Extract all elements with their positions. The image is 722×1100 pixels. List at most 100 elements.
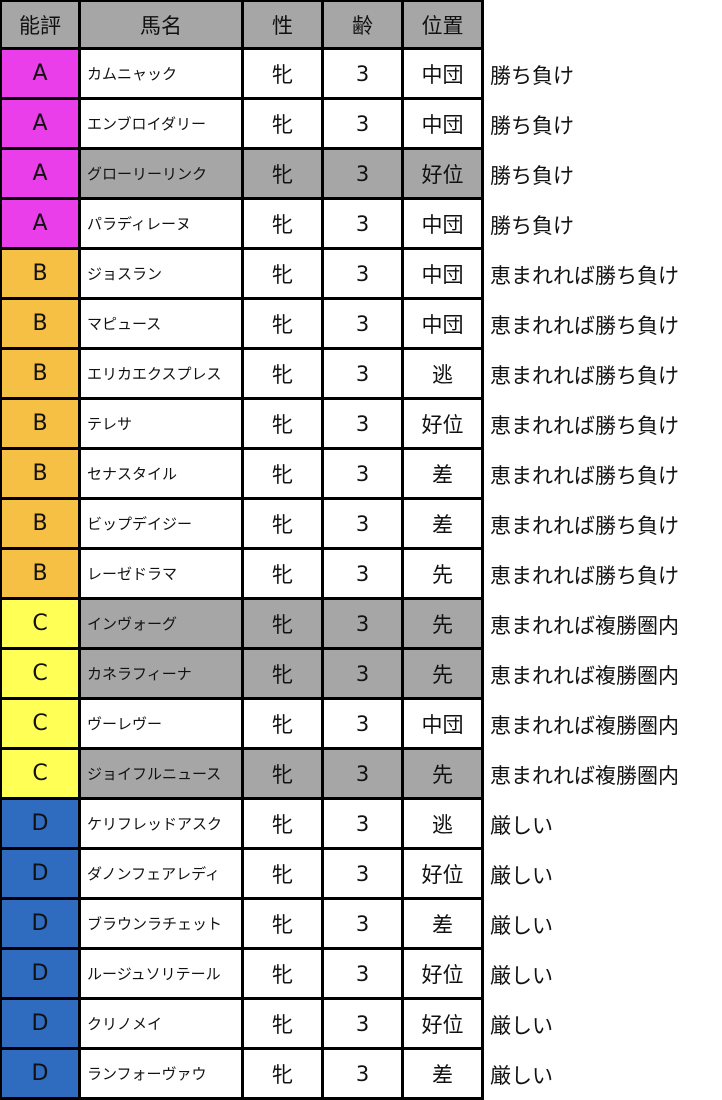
- grade-cell: B: [0, 450, 81, 500]
- sex-cell: 牝: [244, 200, 324, 250]
- comment-cell: 厳しい: [484, 950, 722, 1000]
- sex-cell: 牝: [244, 150, 324, 200]
- comment-cell: 厳しい: [484, 1000, 722, 1050]
- horse-name-cell: ルージュソリテール: [81, 950, 244, 1000]
- table-row: D ケリフレッドアスク牝 3 逃厳しい: [0, 800, 722, 850]
- age-cell: 3: [324, 650, 404, 700]
- table-row: B セナスタイル牝 3 差恵まれれば勝ち負け: [0, 450, 722, 500]
- comment-cell: 恵まれれば複勝圏内: [484, 600, 722, 650]
- position-cell: 好位: [404, 400, 484, 450]
- table-row: C ヴーレヴー牝 3 中団 恵まれれば複勝圏内: [0, 700, 722, 750]
- horse-name-cell: ジョイフルニュース: [81, 750, 244, 800]
- comment-cell: 恵まれれば勝ち負け: [484, 400, 722, 450]
- comment-cell: 勝ち負け: [484, 50, 722, 100]
- age-cell: 3: [324, 750, 404, 800]
- header-name: 馬名: [81, 0, 244, 50]
- position-cell: 好位: [404, 1000, 484, 1050]
- sex-cell: 牝: [244, 750, 324, 800]
- horse-name-cell: ダノンフェアレディ: [81, 850, 244, 900]
- header-comment-blank: [484, 0, 722, 50]
- grade-cell: B: [0, 550, 81, 600]
- age-cell: 3: [324, 900, 404, 950]
- grade-cell: D: [0, 950, 81, 1000]
- comment-cell: 恵まれれば勝ち負け: [484, 550, 722, 600]
- comment-cell: 恵まれれば複勝圏内: [484, 650, 722, 700]
- position-cell: 中団: [404, 250, 484, 300]
- horse-name-cell: カネラフィーナ: [81, 650, 244, 700]
- comment-cell: 厳しい: [484, 900, 722, 950]
- position-cell: 先: [404, 600, 484, 650]
- age-cell: 3: [324, 250, 404, 300]
- comment-cell: 勝ち負け: [484, 200, 722, 250]
- age-cell: 3: [324, 1000, 404, 1050]
- position-cell: 差: [404, 1050, 484, 1100]
- table-row: C カネラフィーナ牝 3 先恵まれれば複勝圏内: [0, 650, 722, 700]
- table-row: A グローリーリンク牝 3 好位 勝ち負け: [0, 150, 722, 200]
- position-cell: 中団: [404, 200, 484, 250]
- grade-cell: D: [0, 1050, 81, 1100]
- table-row: A エンブロイダリー牝 3 中団 勝ち負け: [0, 100, 722, 150]
- horse-name-cell: ケリフレッドアスク: [81, 800, 244, 850]
- sex-cell: 牝: [244, 950, 324, 1000]
- age-cell: 3: [324, 300, 404, 350]
- grade-cell: D: [0, 800, 81, 850]
- horse-name-cell: レーゼドラマ: [81, 550, 244, 600]
- age-cell: 3: [324, 950, 404, 1000]
- age-cell: 3: [324, 1050, 404, 1100]
- comment-cell: 恵まれれば勝ち負け: [484, 500, 722, 550]
- horse-name-cell: インヴォーグ: [81, 600, 244, 650]
- table-row: D ダノンフェアレディ牝 3 好位 厳しい: [0, 850, 722, 900]
- sex-cell: 牝: [244, 50, 324, 100]
- position-cell: 好位: [404, 850, 484, 900]
- grade-cell: D: [0, 1000, 81, 1050]
- sex-cell: 牝: [244, 1000, 324, 1050]
- comment-cell: 恵まれれば勝ち負け: [484, 450, 722, 500]
- comment-cell: 恵まれれば複勝圏内: [484, 700, 722, 750]
- grade-cell: D: [0, 850, 81, 900]
- grade-cell: B: [0, 500, 81, 550]
- age-cell: 3: [324, 550, 404, 600]
- header-sex: 性: [244, 0, 324, 50]
- position-cell: 逃: [404, 800, 484, 850]
- age-cell: 3: [324, 450, 404, 500]
- horse-name-cell: ブラウンラチェット: [81, 900, 244, 950]
- grade-cell: A: [0, 50, 81, 100]
- table-row: A パラディレーヌ牝 3 中団 勝ち負け: [0, 200, 722, 250]
- position-cell: 中団: [404, 700, 484, 750]
- horse-name-cell: エンブロイダリー: [81, 100, 244, 150]
- sex-cell: 牝: [244, 1050, 324, 1100]
- horse-name-cell: ジョスラン: [81, 250, 244, 300]
- position-cell: 差: [404, 900, 484, 950]
- sex-cell: 牝: [244, 900, 324, 950]
- table-row: B テレサ牝 3 好位 恵まれれば勝ち負け: [0, 400, 722, 450]
- sex-cell: 牝: [244, 800, 324, 850]
- sex-cell: 牝: [244, 100, 324, 150]
- comment-cell: 勝ち負け: [484, 100, 722, 150]
- grade-cell: C: [0, 750, 81, 800]
- grade-cell: B: [0, 300, 81, 350]
- grade-cell: A: [0, 200, 81, 250]
- position-cell: 先: [404, 650, 484, 700]
- position-cell: 中団: [404, 100, 484, 150]
- table-row: B エリカエクスプレス牝 3 逃恵まれれば勝ち負け: [0, 350, 722, 400]
- age-cell: 3: [324, 50, 404, 100]
- header-position: 位置: [404, 0, 484, 50]
- comment-cell: 厳しい: [484, 850, 722, 900]
- age-cell: 3: [324, 200, 404, 250]
- horse-name-cell: クリノメイ: [81, 1000, 244, 1050]
- age-cell: 3: [324, 800, 404, 850]
- header-row: 能評 馬名 性 齢 位置: [0, 0, 722, 50]
- comment-cell: 恵まれれば複勝圏内: [484, 750, 722, 800]
- horse-name-cell: ビップデイジー: [81, 500, 244, 550]
- comment-cell: 恵まれれば勝ち負け: [484, 300, 722, 350]
- position-cell: 先: [404, 750, 484, 800]
- age-cell: 3: [324, 150, 404, 200]
- table-row: C ジョイフルニュース牝 3 先恵まれれば複勝圏内: [0, 750, 722, 800]
- header-age: 齢: [324, 0, 404, 50]
- position-cell: 好位: [404, 950, 484, 1000]
- grade-cell: A: [0, 100, 81, 150]
- position-cell: 差: [404, 500, 484, 550]
- horse-name-cell: カムニャック: [81, 50, 244, 100]
- horse-name-cell: パラディレーヌ: [81, 200, 244, 250]
